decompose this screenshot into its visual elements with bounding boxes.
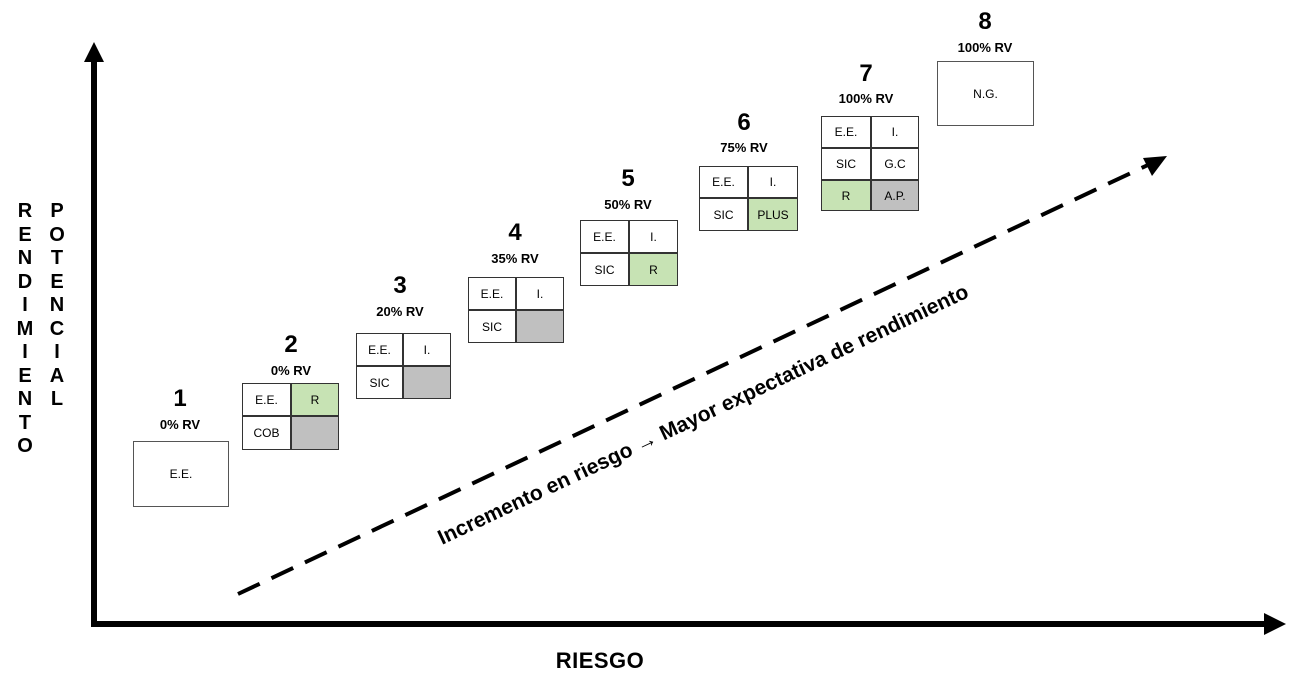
y-axis-arrowhead xyxy=(84,42,104,62)
step-3-cell: I. xyxy=(403,333,451,366)
step-3-number: 3 xyxy=(393,272,407,299)
trend-arrow-line xyxy=(237,162,1151,596)
step-2-grid: E.E. R COB xyxy=(242,383,339,450)
y-label-letter: R xyxy=(17,200,33,222)
y-label-letter: N xyxy=(17,388,33,410)
step-2-rv: 0% RV xyxy=(270,363,312,378)
step-6-cell: E.E. xyxy=(699,166,748,198)
step-4-cell xyxy=(516,310,564,343)
trend-arrowhead xyxy=(1143,156,1167,176)
y-label-letter: I xyxy=(54,341,60,363)
step-2-cell xyxy=(291,416,339,450)
step-6-cell: PLUS xyxy=(748,198,798,231)
y-label-letter: A xyxy=(49,364,65,387)
y-label-letter: T xyxy=(50,247,64,269)
step-6-grid: E.E. I. SIC PLUS xyxy=(699,166,798,231)
step-3-cell xyxy=(403,366,451,399)
y-label-letter: I xyxy=(22,294,28,316)
y-label-letter: T xyxy=(18,411,32,434)
step-7-grid: E.E. I. SIC G.C R A.P. xyxy=(821,116,919,211)
step-5-cell: SIC xyxy=(580,253,629,286)
step-3-grid: E.E. I. SIC xyxy=(356,333,451,399)
y-label-letter: N xyxy=(17,247,33,269)
step-7-cell: R xyxy=(821,180,871,211)
step-2-cell: R xyxy=(291,383,339,416)
y-label-letter: O xyxy=(49,223,65,246)
x-axis-label: RIESGO xyxy=(555,648,645,673)
step-4-cell: I. xyxy=(516,277,564,310)
step-7-cell: SIC xyxy=(821,148,871,180)
step-3-cell: E.E. xyxy=(356,333,403,366)
y-label-letter: M xyxy=(16,317,34,340)
y-label-letter: I xyxy=(22,341,28,363)
step-3-cell: SIC xyxy=(356,366,403,399)
y-label-letter: E xyxy=(18,364,32,387)
step-8-rv: 100% RV xyxy=(957,40,1013,55)
y-label-letter: C xyxy=(49,317,65,340)
step-2-cell: E.E. xyxy=(242,383,291,416)
y-label-letter: E xyxy=(50,270,64,293)
step-7-cell: G.C xyxy=(871,148,919,180)
step-1-rv: 0% RV xyxy=(159,417,201,432)
y-label-letter: D xyxy=(17,270,33,293)
step-2-number: 2 xyxy=(284,331,298,358)
step-5-cell: R xyxy=(629,253,678,286)
step-7-rv: 100% RV xyxy=(838,91,894,106)
step-5-rv: 50% RV xyxy=(604,197,652,212)
step-4-rv: 35% RV xyxy=(491,251,539,266)
step-7-cell: I. xyxy=(871,116,919,148)
step-4-grid: E.E. I. SIC xyxy=(468,277,564,343)
step-8-box: N.G. xyxy=(937,61,1034,126)
step-6-rv: 75% RV xyxy=(720,140,768,155)
step-7-number: 7 xyxy=(859,60,873,87)
step-8-number: 8 xyxy=(978,8,992,35)
step-3-rv: 20% RV xyxy=(376,304,424,319)
step-7-cell: A.P. xyxy=(871,180,919,211)
step-5-number: 5 xyxy=(621,165,635,192)
step-4-cell: E.E. xyxy=(468,277,516,310)
step-1-box: E.E. xyxy=(133,441,229,507)
y-label-letter: O xyxy=(17,435,33,457)
y-label-letter: P xyxy=(50,200,64,222)
step-7-cell: E.E. xyxy=(821,116,871,148)
step-5-cell: I. xyxy=(629,220,678,253)
step-2-cell: COB xyxy=(242,416,291,450)
step-4-number: 4 xyxy=(508,219,522,246)
step-6-cell: I. xyxy=(748,166,798,198)
step-1-number: 1 xyxy=(173,385,187,412)
step-5-cell: E.E. xyxy=(580,220,629,253)
y-label-letter: E xyxy=(18,223,32,246)
step-6-cell: SIC xyxy=(699,198,748,231)
x-axis-arrowhead xyxy=(1264,613,1286,635)
y-label-letter: N xyxy=(49,294,65,316)
step-4-cell: SIC xyxy=(468,310,516,343)
step-5-grid: E.E. I. SIC R xyxy=(580,220,678,286)
y-label-letter: L xyxy=(50,388,64,410)
step-6-number: 6 xyxy=(737,109,751,136)
